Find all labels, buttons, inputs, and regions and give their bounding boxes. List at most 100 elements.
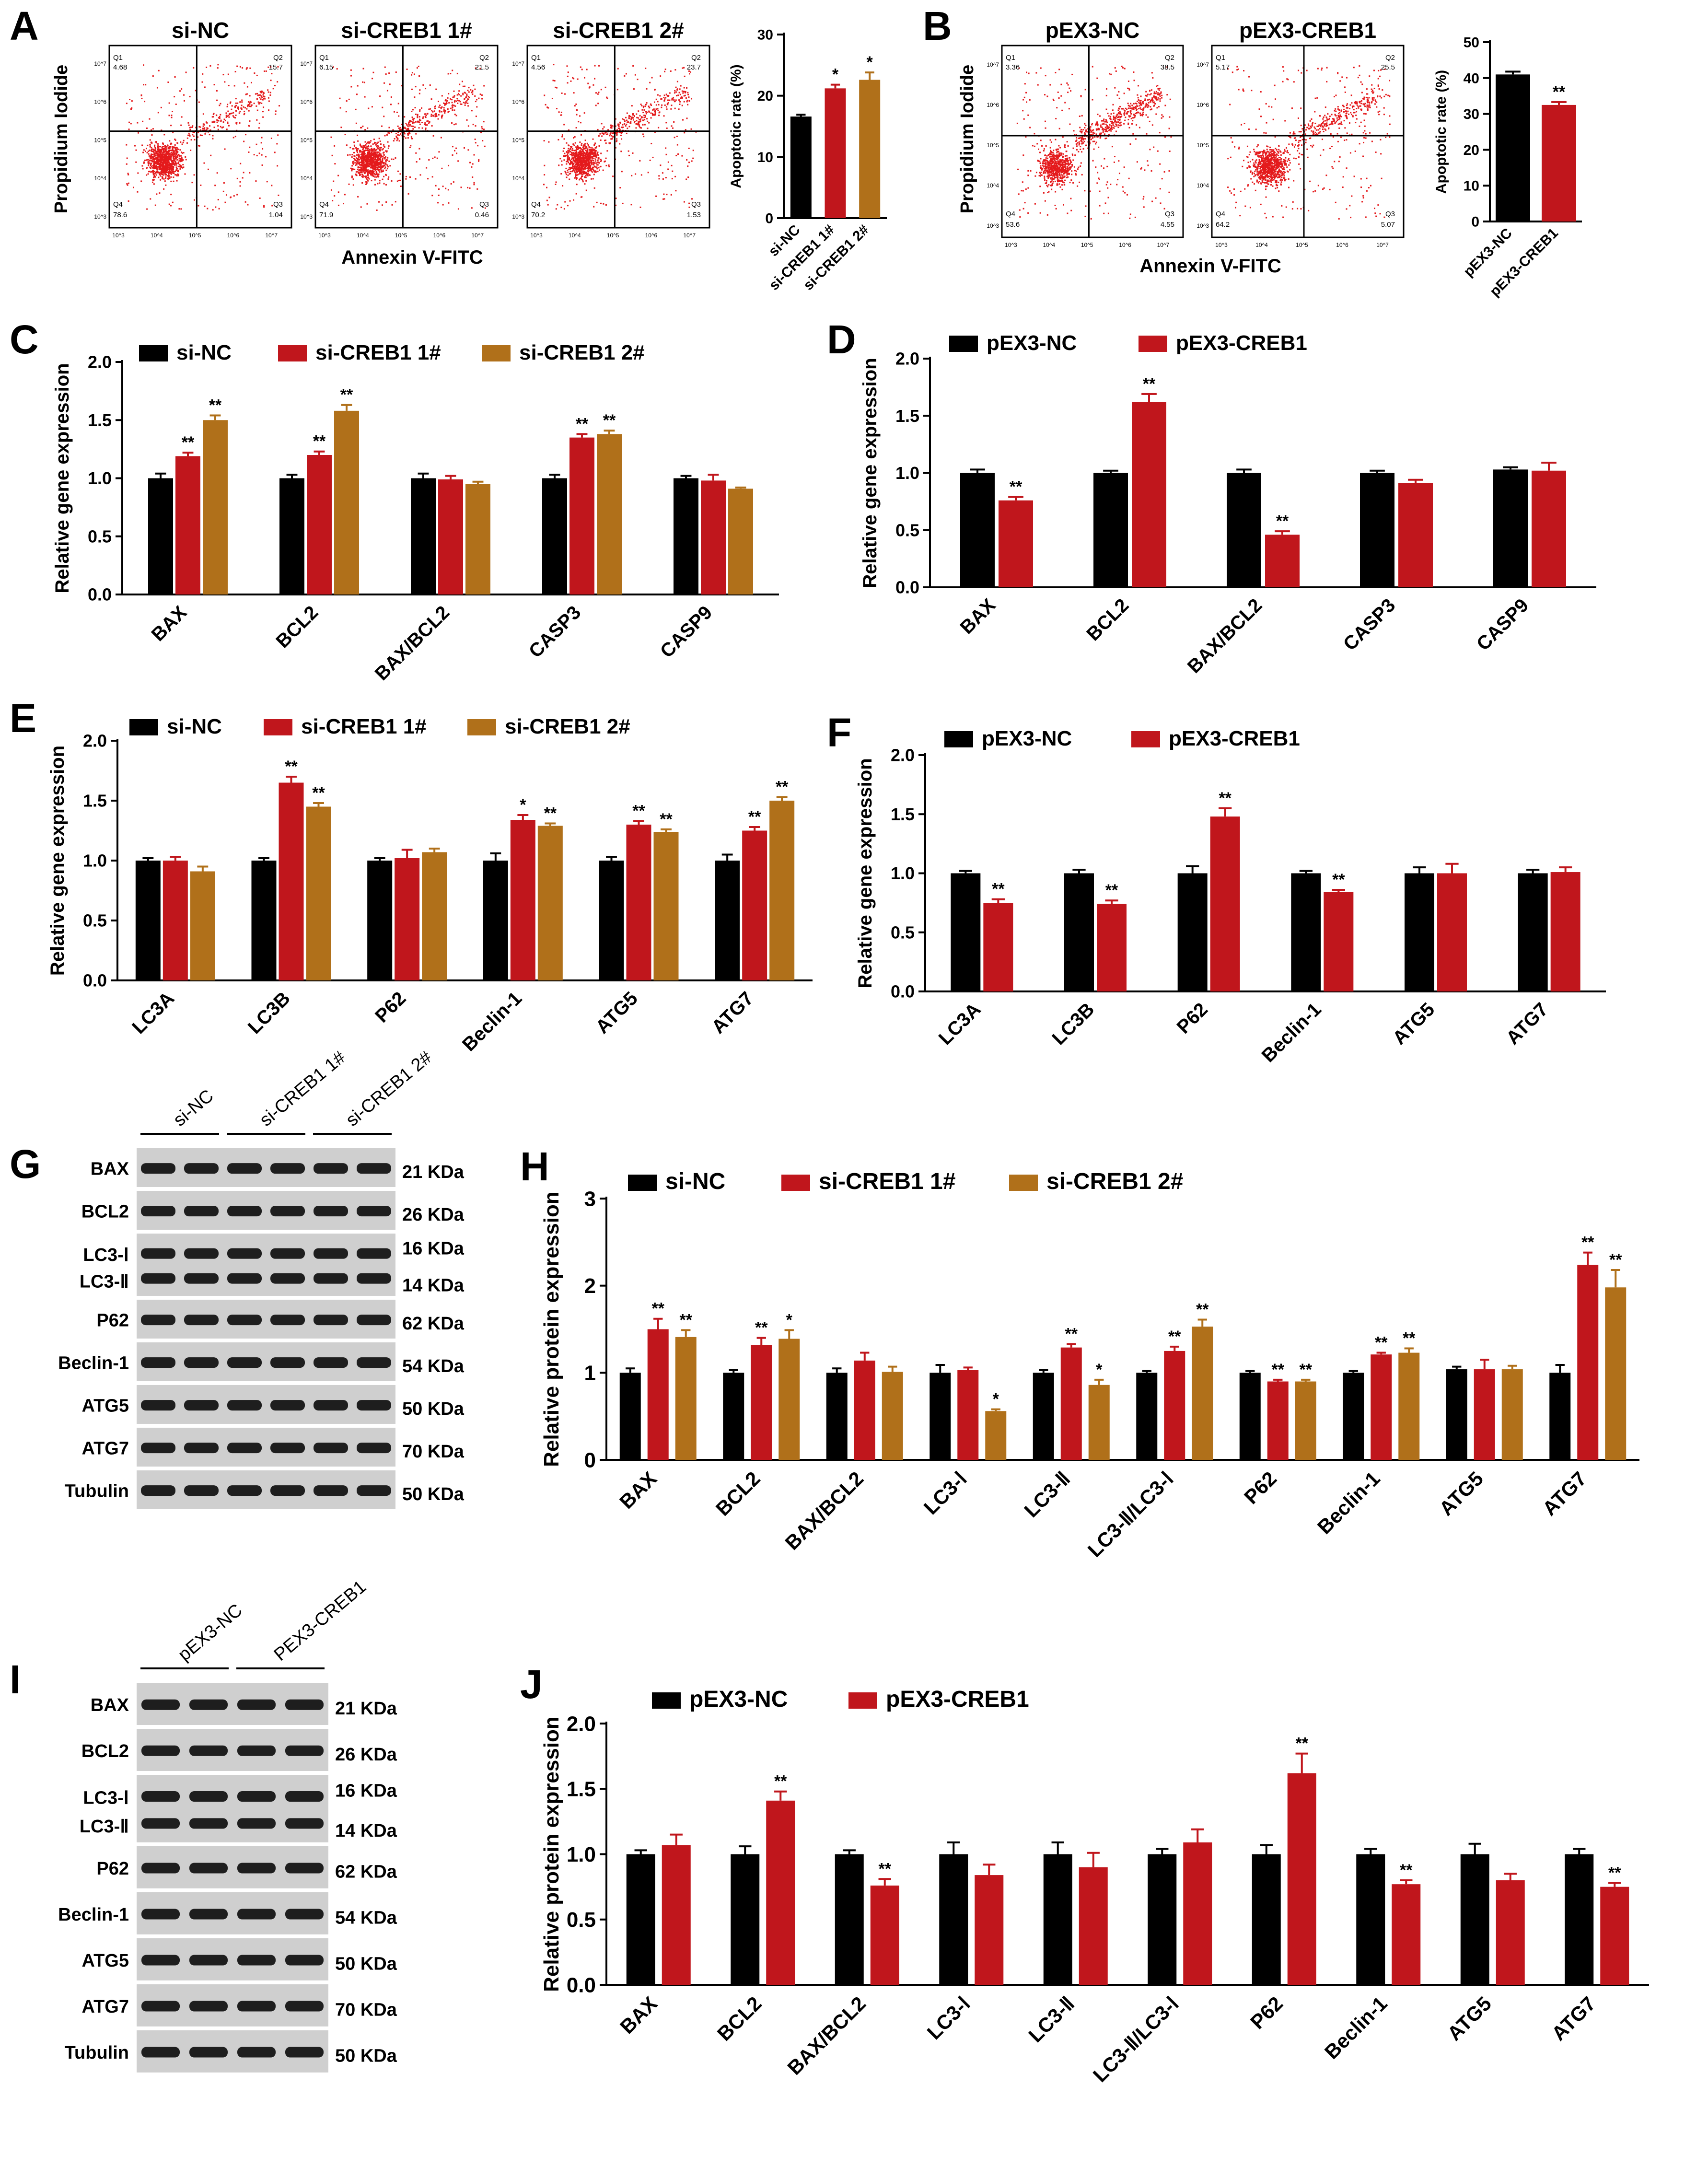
flow-dot — [1057, 148, 1059, 150]
flow-dot — [373, 151, 375, 153]
flow-dot — [365, 166, 367, 168]
flow-dot — [645, 111, 647, 113]
flow-dot — [357, 148, 359, 150]
flow-dot — [626, 119, 627, 121]
flow-dot — [247, 101, 249, 103]
flow-dot — [241, 108, 243, 110]
flow-dot — [593, 206, 595, 208]
flow-dot — [163, 151, 165, 153]
flow-dot — [665, 97, 667, 99]
flow-dot — [580, 122, 581, 124]
flow-dot — [648, 111, 650, 113]
flow-dot — [678, 108, 680, 110]
flow-dot — [573, 144, 575, 146]
significance-label: ** — [660, 810, 673, 828]
y-tick-label: 10 — [1464, 178, 1479, 194]
flow-dot — [1064, 166, 1066, 168]
bar — [1265, 535, 1300, 587]
flow-dot — [215, 206, 217, 208]
flow-dot — [156, 174, 158, 176]
flow-dot — [167, 157, 169, 159]
flow-dot — [576, 151, 578, 153]
flow-dot — [671, 99, 673, 101]
flow-dot — [681, 97, 683, 99]
flow-dot — [169, 163, 171, 165]
flow-dot — [580, 171, 581, 173]
flow-dot — [431, 176, 433, 178]
flow-dot — [620, 132, 622, 134]
flow-dot — [572, 150, 574, 151]
flow-dot — [380, 147, 382, 149]
flow-dot — [388, 132, 390, 134]
flow-dot — [1045, 170, 1047, 172]
flow-dot — [185, 156, 186, 158]
flow-dot — [248, 110, 250, 112]
flow-dot — [152, 173, 154, 175]
flow-dot — [161, 158, 163, 160]
flow-dot — [372, 161, 373, 163]
flow-dot — [610, 138, 612, 140]
flow-dot — [362, 68, 364, 70]
flow-dot — [629, 116, 631, 117]
quadrant-value: 15.7 — [269, 63, 283, 71]
flow-dot — [128, 200, 129, 202]
flow-dot — [667, 102, 669, 104]
flow-dot — [361, 164, 363, 166]
flow-dot — [414, 96, 416, 98]
flow-dot — [153, 163, 155, 164]
flow-dot — [587, 156, 589, 158]
flow-dot — [352, 148, 354, 150]
flow-dot — [353, 151, 355, 153]
flow-dot — [593, 169, 594, 171]
flow-dot — [568, 168, 569, 170]
y-axis-label: Relative protein expression — [540, 1191, 563, 1467]
flow-dot — [381, 162, 383, 163]
flow-dot — [169, 149, 171, 151]
flow-dot — [277, 165, 279, 167]
flow-dot — [203, 123, 205, 125]
flow-dot — [476, 188, 478, 190]
flow-dot — [149, 144, 151, 146]
flow-dot — [170, 180, 172, 182]
flow-dot — [576, 171, 578, 173]
flow-dot — [372, 150, 374, 151]
flow-dot — [681, 90, 683, 92]
flow-dot — [147, 162, 149, 164]
flow-dot — [595, 92, 597, 94]
flow-dot — [399, 129, 401, 131]
flow-dot — [174, 160, 176, 162]
flow-dot — [362, 125, 364, 127]
flow-dot — [181, 88, 183, 90]
flow-dot — [1062, 162, 1064, 163]
flow-dot — [159, 154, 161, 156]
flow-dot — [1055, 139, 1057, 140]
flow-dot — [638, 110, 639, 112]
flow-dot — [569, 178, 570, 180]
flow-dot — [665, 177, 667, 179]
flow-dot — [588, 146, 590, 148]
flow-dot — [1043, 148, 1045, 150]
flow-dot — [581, 144, 582, 146]
flow-dot — [150, 198, 151, 200]
flow-dot — [577, 174, 579, 175]
flow-dot — [371, 159, 373, 161]
flow-dot — [575, 151, 577, 152]
y-axis-tick-label: 10^4 — [300, 175, 313, 182]
legend-label: si-NC — [167, 715, 222, 738]
flow-dot — [355, 160, 357, 162]
flow-dot — [1038, 148, 1040, 150]
flow-dot — [261, 137, 263, 139]
flow-dot — [1042, 163, 1044, 164]
flow-dot — [364, 173, 366, 175]
flow-dot — [156, 160, 158, 162]
flow-dot — [171, 143, 173, 145]
flow-dot — [375, 153, 377, 155]
flow-dot — [347, 154, 349, 156]
flow-dot — [164, 157, 166, 159]
flow-dot — [249, 102, 251, 104]
flow-dot — [368, 171, 370, 173]
flow-dot — [1053, 178, 1055, 180]
flow-dot — [172, 168, 174, 170]
flow-dot — [152, 151, 154, 152]
flow-dot — [126, 183, 128, 185]
